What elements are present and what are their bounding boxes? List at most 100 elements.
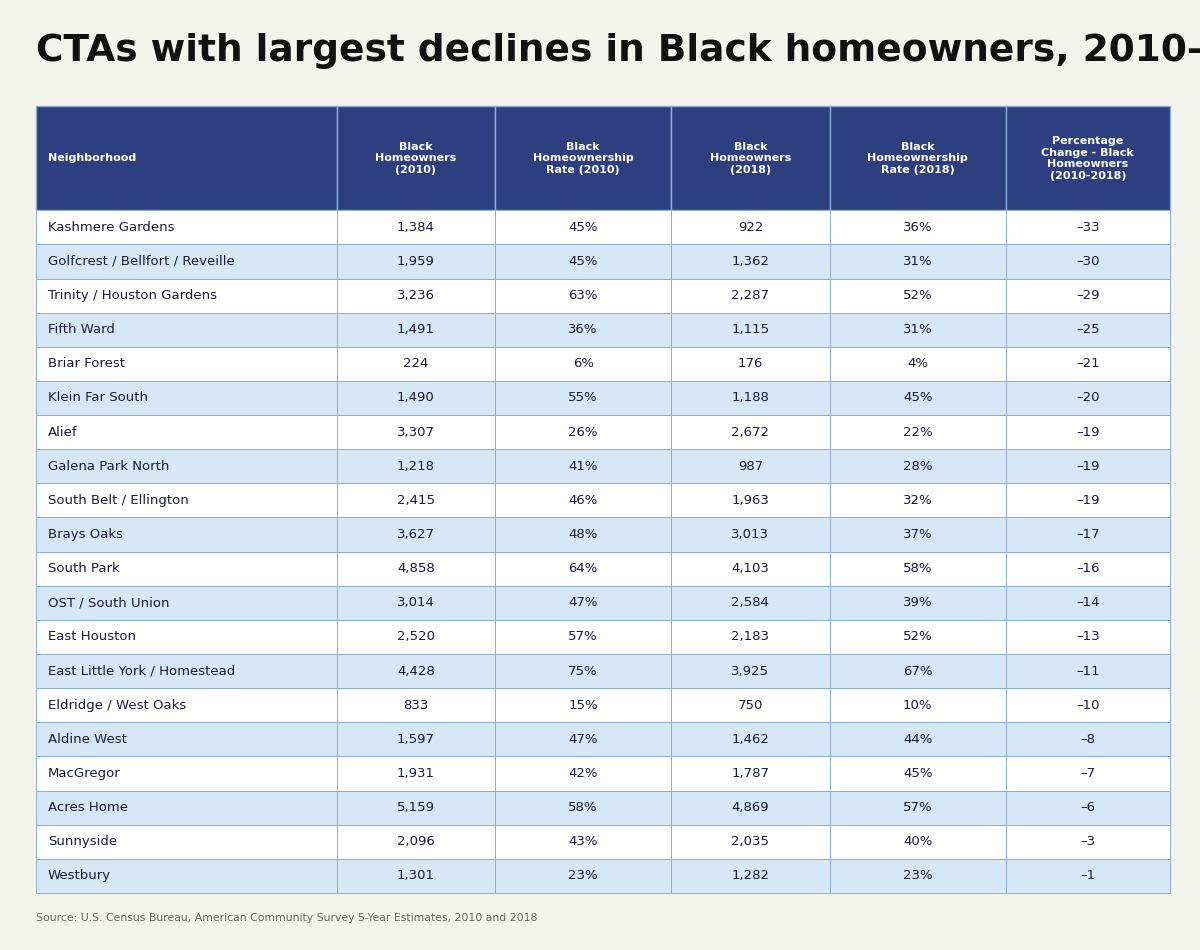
Bar	[1006, 859, 1170, 893]
Bar	[671, 825, 830, 859]
Bar	[36, 552, 336, 586]
Text: 45%: 45%	[569, 255, 598, 268]
Bar	[36, 859, 336, 893]
Bar	[496, 278, 671, 313]
Bar	[1006, 654, 1170, 688]
Bar	[671, 244, 830, 278]
Bar	[830, 484, 1006, 518]
Bar	[336, 756, 496, 790]
Bar	[671, 449, 830, 484]
Bar	[830, 586, 1006, 620]
Text: 52%: 52%	[902, 289, 932, 302]
Text: 36%: 36%	[902, 220, 932, 234]
Text: 224: 224	[403, 357, 428, 370]
Bar	[336, 586, 496, 620]
Bar	[496, 106, 671, 210]
Text: 3,014: 3,014	[397, 597, 434, 609]
Bar	[1006, 620, 1170, 654]
Bar	[1006, 381, 1170, 415]
Text: 1,490: 1,490	[397, 391, 434, 405]
Bar	[36, 722, 336, 756]
Text: 22%: 22%	[902, 426, 932, 439]
Text: 4,428: 4,428	[397, 665, 434, 677]
Bar	[36, 415, 336, 449]
Bar	[1006, 484, 1170, 518]
Bar	[496, 825, 671, 859]
Bar	[671, 278, 830, 313]
Text: Sunnyside: Sunnyside	[48, 835, 118, 848]
Text: 45%: 45%	[902, 767, 932, 780]
Text: 43%: 43%	[569, 835, 598, 848]
Bar	[496, 313, 671, 347]
Text: 2,096: 2,096	[397, 835, 434, 848]
Text: –3: –3	[1080, 835, 1096, 848]
Text: 987: 987	[738, 460, 763, 473]
Text: –21: –21	[1076, 357, 1099, 370]
Text: Acres Home: Acres Home	[48, 801, 128, 814]
Bar	[830, 654, 1006, 688]
Bar	[336, 552, 496, 586]
Bar	[496, 654, 671, 688]
Bar	[36, 347, 336, 381]
Text: 48%: 48%	[569, 528, 598, 542]
Text: 26%: 26%	[569, 426, 598, 439]
Text: 4%: 4%	[907, 357, 928, 370]
Text: 15%: 15%	[569, 699, 598, 712]
Bar	[1006, 278, 1170, 313]
Bar	[671, 620, 830, 654]
Text: 44%: 44%	[902, 732, 932, 746]
Bar	[496, 347, 671, 381]
Text: Neighborhood: Neighborhood	[48, 153, 137, 163]
Bar	[336, 415, 496, 449]
Text: 57%: 57%	[569, 631, 598, 643]
Text: 46%: 46%	[569, 494, 598, 507]
Bar	[36, 381, 336, 415]
Bar	[1006, 449, 1170, 484]
Text: Black
Homeowners
(2018): Black Homeowners (2018)	[709, 142, 791, 175]
Bar	[671, 313, 830, 347]
Bar	[830, 210, 1006, 244]
Text: 1,597: 1,597	[397, 732, 434, 746]
Text: 75%: 75%	[569, 665, 598, 677]
Bar	[830, 278, 1006, 313]
Bar	[830, 313, 1006, 347]
Text: 23%: 23%	[569, 869, 598, 883]
Bar	[496, 484, 671, 518]
Bar	[496, 790, 671, 825]
Text: 1,301: 1,301	[397, 869, 434, 883]
Text: 3,925: 3,925	[732, 665, 769, 677]
Text: –10: –10	[1076, 699, 1099, 712]
Bar	[830, 825, 1006, 859]
Text: 1,362: 1,362	[732, 255, 769, 268]
Text: 4,103: 4,103	[732, 562, 769, 575]
Bar	[496, 586, 671, 620]
Text: Klein Far South: Klein Far South	[48, 391, 148, 405]
Bar	[671, 756, 830, 790]
Text: South Park: South Park	[48, 562, 120, 575]
Bar	[336, 859, 496, 893]
Bar	[830, 688, 1006, 722]
Text: 6%: 6%	[572, 357, 594, 370]
Bar	[496, 859, 671, 893]
Text: 1,115: 1,115	[731, 323, 769, 336]
Bar	[671, 381, 830, 415]
Bar	[36, 278, 336, 313]
Bar	[336, 654, 496, 688]
Text: 39%: 39%	[902, 597, 932, 609]
Text: 2,415: 2,415	[397, 494, 434, 507]
Text: 3,307: 3,307	[397, 426, 434, 439]
Bar	[830, 620, 1006, 654]
Bar	[671, 106, 830, 210]
Text: 4,869: 4,869	[732, 801, 769, 814]
Text: MacGregor: MacGregor	[48, 767, 121, 780]
Text: 1,959: 1,959	[397, 255, 434, 268]
Bar	[36, 825, 336, 859]
Bar	[336, 210, 496, 244]
Bar	[336, 244, 496, 278]
Bar	[1006, 825, 1170, 859]
Bar	[1006, 688, 1170, 722]
Text: 55%: 55%	[569, 391, 598, 405]
Bar	[496, 552, 671, 586]
Text: 3,013: 3,013	[732, 528, 769, 542]
Text: Alief: Alief	[48, 426, 78, 439]
